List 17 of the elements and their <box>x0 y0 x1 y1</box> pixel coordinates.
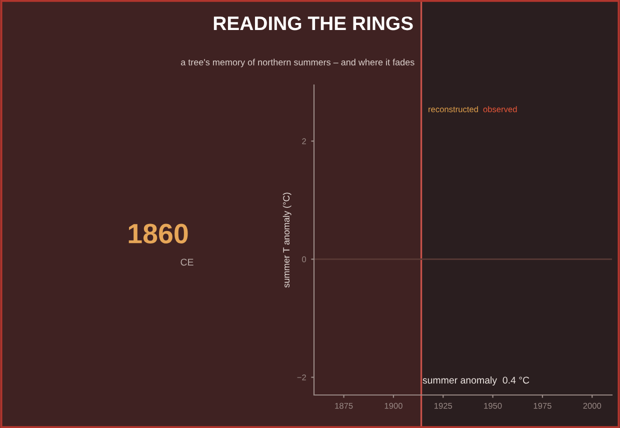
x-tick-label: 1925 <box>434 402 452 409</box>
x-tick-label: 1900 <box>384 402 402 409</box>
x-tick-label: 1975 <box>534 402 552 409</box>
text: CE <box>180 258 194 266</box>
y-tick-label: 2 <box>302 138 306 144</box>
y-axis-title: summer T anomaly (°C) <box>282 192 292 288</box>
x-tick-label: 1875 <box>335 402 353 409</box>
x-tick-label: 1950 <box>484 402 502 409</box>
annotation: observed <box>483 106 517 112</box>
x-tick-label: 2000 <box>583 402 602 409</box>
annotation: reconstructed <box>428 106 478 112</box>
text: 1860 <box>128 224 188 244</box>
y-tick-label: 0 <box>302 256 306 262</box>
chart-subtitle: a tree's memory of northern summers – and where it fades <box>180 58 414 68</box>
y-tick-label: −2 <box>297 374 306 380</box>
chart-title: READING THE RINGS <box>214 16 413 30</box>
annotation: summer anomaly 0.4 °C <box>422 376 530 386</box>
